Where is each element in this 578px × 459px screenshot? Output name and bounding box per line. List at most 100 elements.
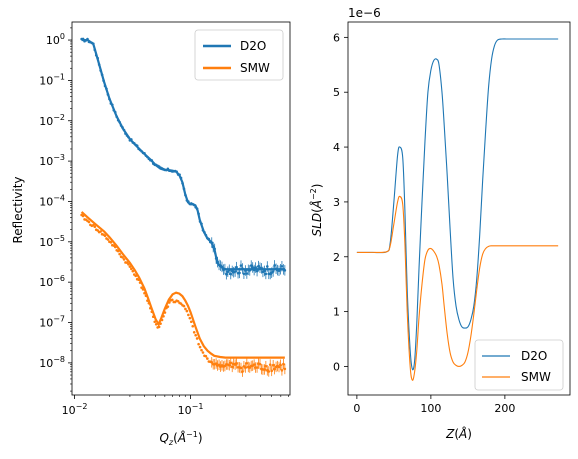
data-point	[188, 316, 192, 320]
data-point	[245, 272, 249, 275]
data-point	[194, 333, 197, 337]
legend-label-d2o: D2O	[240, 39, 266, 53]
data-point	[198, 345, 202, 349]
y-tick-label: 10−6	[39, 274, 65, 289]
data-point	[238, 271, 241, 275]
data-point	[255, 269, 259, 273]
data-point	[280, 369, 284, 372]
data-point	[106, 238, 110, 241]
data-point	[273, 367, 276, 371]
data-point	[245, 362, 249, 365]
data-point	[264, 272, 268, 276]
x-tick-label: 10−2	[62, 402, 88, 417]
data-point	[273, 264, 276, 267]
data-point	[226, 270, 230, 274]
y-tick-label: 10−1	[39, 72, 65, 87]
y-tick-label: 10−5	[39, 234, 65, 249]
data-point	[277, 365, 281, 369]
data-point	[271, 363, 275, 367]
data-point	[214, 362, 218, 365]
series-line-smw	[80, 211, 285, 359]
data-point	[103, 234, 107, 237]
reflectivity-y-axis-label: Reflectivity	[11, 176, 25, 243]
data-point	[252, 363, 256, 366]
y-tick-label: 0	[333, 360, 340, 373]
data-point	[235, 265, 238, 269]
sld-y-axis-label: SLD(Å−2)	[309, 184, 324, 237]
reflectivity-legend: D2O SMW	[194, 29, 284, 81]
data-point	[195, 337, 199, 340]
x-tick-label: 100	[420, 402, 441, 415]
data-point	[271, 270, 275, 273]
data-point	[263, 269, 266, 273]
data-point	[264, 364, 268, 368]
y-tick-label: 100	[46, 32, 65, 47]
data-point	[131, 269, 135, 273]
y-tick-label: 4	[333, 141, 340, 154]
y-tick-label: 10−7	[39, 315, 65, 330]
data-point	[242, 272, 246, 276]
data-point	[93, 225, 97, 229]
y-tick-label: 6	[333, 31, 340, 44]
data-point	[225, 272, 228, 276]
data-point	[229, 272, 233, 276]
data-point	[267, 370, 271, 373]
data-point	[235, 362, 238, 365]
y-tick-label: 10−2	[39, 113, 65, 128]
data-point	[128, 265, 132, 268]
data-point	[125, 261, 129, 264]
data-point	[227, 363, 231, 367]
data-point	[182, 304, 186, 308]
data-point	[282, 362, 285, 366]
reflectivity-plot-area	[71, 21, 291, 396]
data-point	[244, 366, 247, 369]
data-point	[258, 362, 262, 366]
data-point	[127, 263, 130, 266]
data-point	[210, 361, 214, 364]
legend-label-smw: SMW	[240, 61, 270, 75]
data-point	[217, 363, 221, 367]
y-tick-label: 10−3	[39, 153, 65, 168]
sld-line-d2o	[356, 38, 559, 371]
data-point	[206, 357, 209, 360]
data-point	[130, 267, 133, 271]
data-point	[185, 309, 189, 313]
data-point	[154, 322, 158, 326]
legend-label-smw: SMW	[521, 370, 551, 384]
sld-line-smw	[356, 195, 559, 381]
data-point	[200, 348, 203, 352]
data-point	[99, 230, 102, 233]
data-point	[197, 342, 200, 346]
y-tick-label: 10−8	[39, 355, 65, 370]
data-point	[191, 324, 195, 328]
sld-offset-label: 1e−6	[348, 6, 381, 20]
reflectivity-chart: 10−2 10−1 10−8 10−7 10−6 10−5 10−4 10−3 10−2 10−1…	[11, 21, 291, 447]
y-tick-label: 2	[333, 251, 340, 264]
data-point	[204, 354, 208, 358]
data-point	[283, 367, 287, 371]
data-point	[229, 361, 233, 365]
data-point	[239, 264, 243, 267]
data-point	[268, 363, 272, 366]
y-tick-label: 10−4	[39, 193, 65, 208]
data-point	[189, 320, 193, 324]
sld-plot-area	[347, 21, 571, 396]
data-point	[187, 313, 190, 317]
data-point	[249, 264, 253, 267]
sld-legend: D2O SMW	[474, 339, 564, 391]
data-point	[280, 264, 284, 268]
data-point	[192, 330, 196, 334]
data-point	[176, 299, 180, 303]
data-point	[109, 241, 113, 244]
data-point	[118, 252, 121, 256]
data-point	[241, 370, 244, 373]
x-tick-label: 200	[494, 402, 515, 415]
data-point	[230, 365, 234, 369]
data-point	[279, 363, 282, 367]
data-point	[266, 265, 269, 268]
y-tick-label: 1	[333, 306, 340, 319]
data-point	[263, 368, 266, 371]
data-point	[87, 220, 91, 224]
series-line-d2o	[81, 38, 285, 271]
